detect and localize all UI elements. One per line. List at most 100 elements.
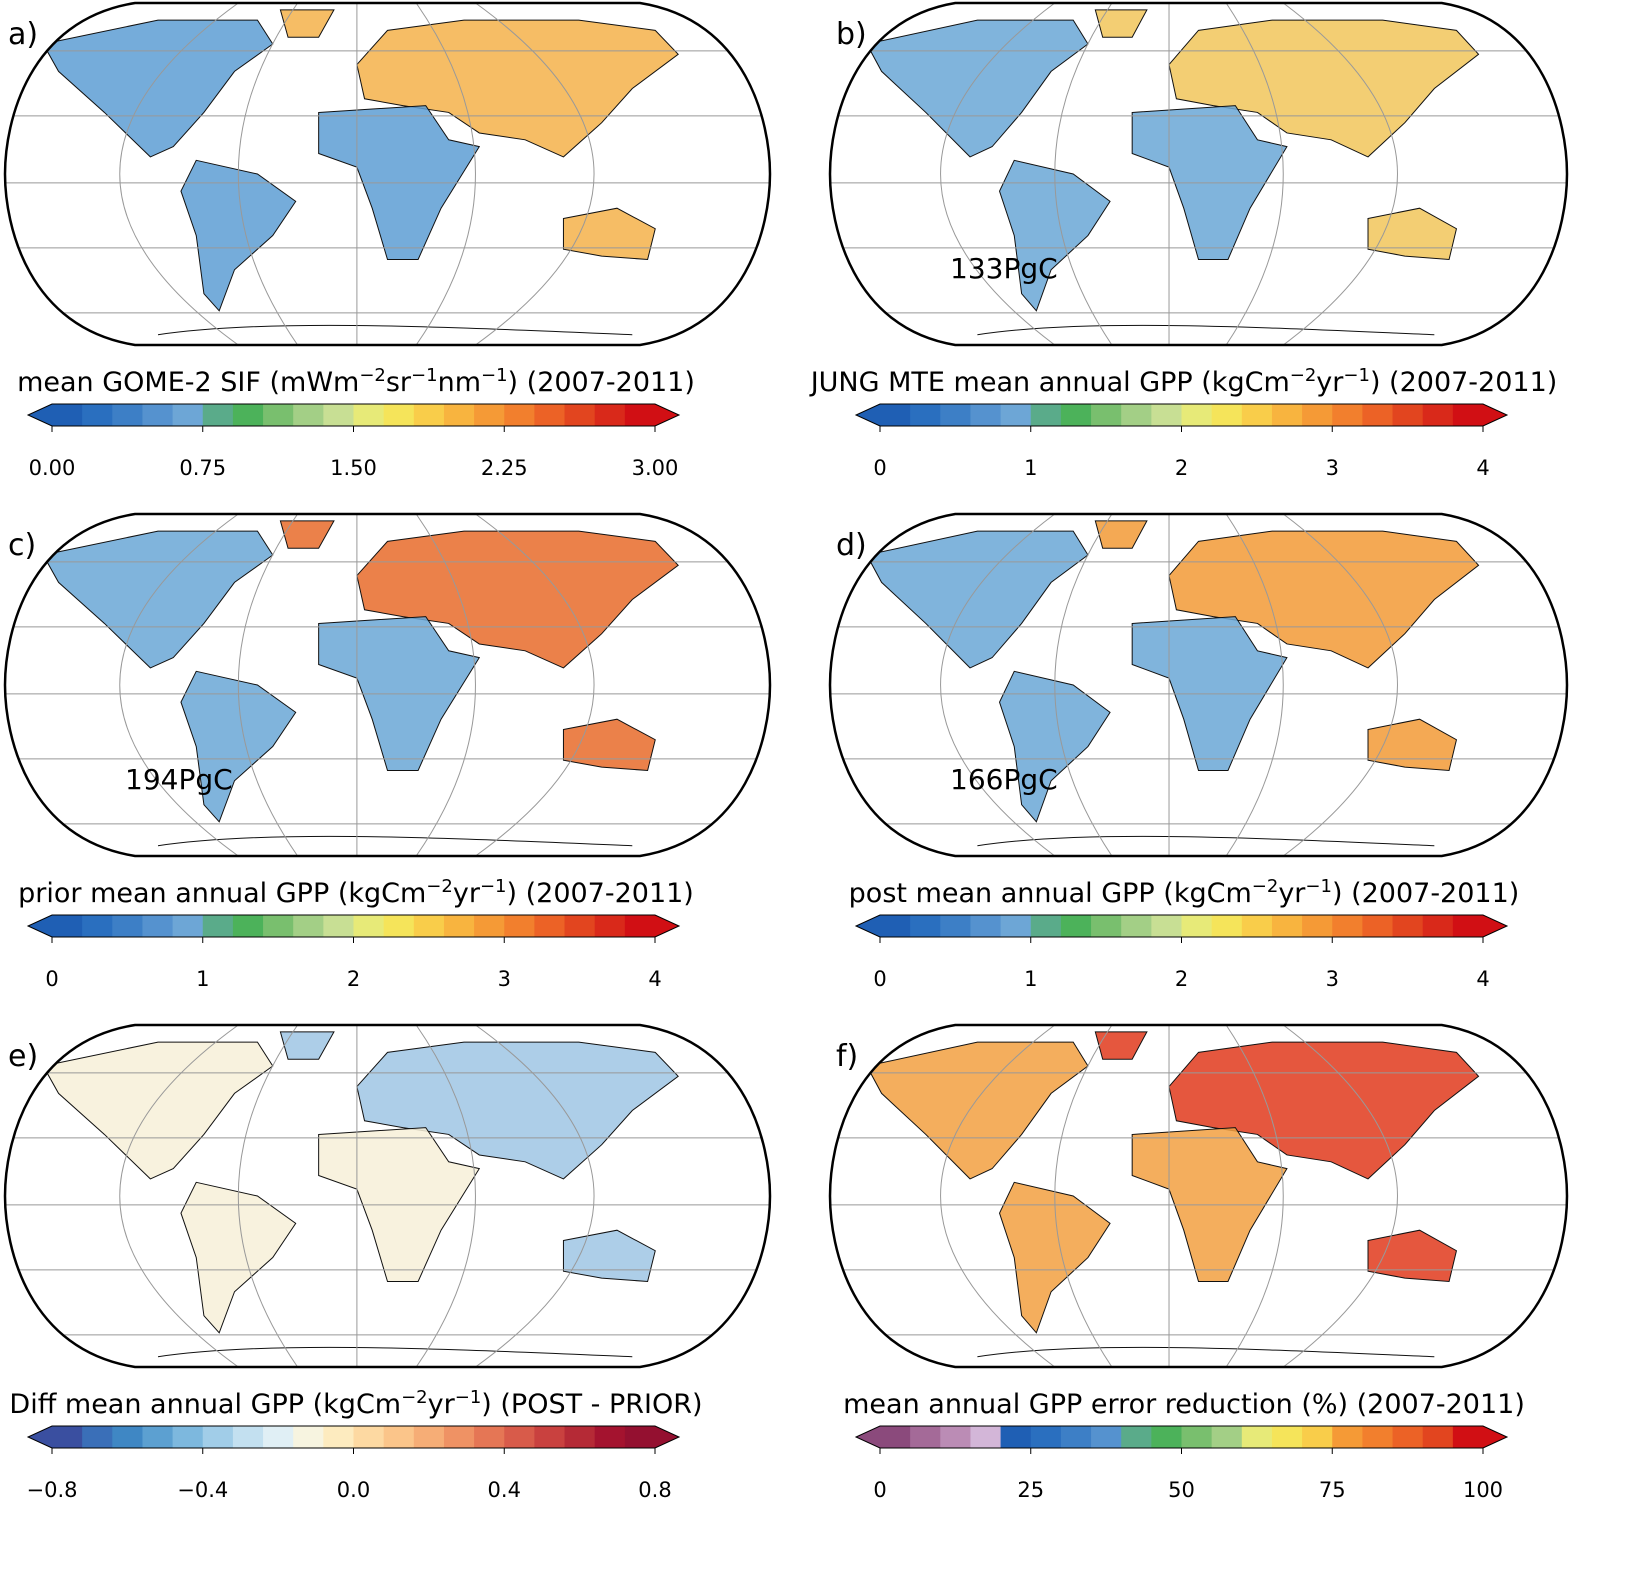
map-outline [3,1023,772,1369]
title-text: prior mean annual GPP (kgCm [18,878,426,909]
meridian [1282,514,1398,856]
colorbar-segment [1000,915,1032,937]
panel: a)mean GOME-2 SIF (mWm−2sr−1nm−1) (2007-… [3,1,772,480]
colorbar-segment [910,915,941,937]
colorbar-segment [940,915,971,937]
panel-label: a) [8,17,38,52]
map-content [5,1025,770,1367]
landmass [1367,718,1458,772]
colorbar-segment [624,404,656,426]
landmass [1094,520,1148,549]
landmass [998,159,1111,312]
colorbar-segment [1091,1426,1122,1448]
title-superscript: −1 [455,1387,482,1408]
colorbar-segment [1151,1426,1182,1448]
colorbar-segment [323,915,354,937]
colorbar-segment [353,1426,385,1448]
colorbar-segment [1362,1426,1394,1448]
colorbar-segment [1362,915,1394,937]
meridian [940,514,1056,856]
colorbar-segment [263,1426,294,1448]
meridian [940,3,1056,345]
panel-title: Diff mean annual GPP (kgCm−2yr−1) (POST … [9,1387,702,1420]
colorbar-tick-label: 0.00 [29,456,76,480]
colorbar-tick-label: 3 [1326,967,1339,991]
map-content [830,1025,1567,1367]
colorbar-extend-min [28,404,52,426]
title-text: sr [386,367,412,398]
panel: d) 166PgC post mean annual GPP (kgCm−2yr−1… [828,512,1569,991]
colorbar-extend-max [655,404,679,426]
panel-title: mean annual GPP error reduction (%) (200… [843,1389,1525,1420]
title-text: yr [428,1389,456,1420]
panel-title: prior mean annual GPP (kgCm−2yr−1) (2007… [18,876,694,909]
title-superscript: −1 [1343,365,1370,386]
meridian [940,1025,1056,1367]
title-text: yr [1278,878,1306,909]
colorbar-tick-label: 4 [648,967,661,991]
colorbar-segment [52,915,83,937]
landmass [562,718,656,772]
total-annotation: 194PgC [125,763,233,796]
title-text: JUNG MTE mean annual GPP (kgCm [809,367,1290,398]
meridian [415,3,476,345]
colorbar-segment [1121,1426,1152,1448]
landmass [180,159,297,312]
colorbar-segment [263,915,294,937]
title-text: ) (2007-2011) [508,367,695,398]
colorbar-segment [1211,404,1243,426]
title-text: post mean annual GPP (kgCm [849,878,1252,909]
colorbar-segment [940,1426,971,1448]
meridian [1225,3,1284,345]
colorbar-segment [1332,915,1363,937]
colorbar-segment [112,1426,143,1448]
colorbar-tick-label: 0.75 [179,456,226,480]
meridian [1282,3,1398,345]
colorbar-segment [1302,404,1333,426]
title-superscript: −2 [1252,876,1279,897]
colorbar-tick-label: 1 [196,967,209,991]
colorbar-segment [293,915,324,937]
colorbar-segment [82,404,113,426]
colorbar-segment [1030,404,1062,426]
colorbar-segment [1452,404,1484,426]
landmass [180,670,297,823]
colorbar-segment [940,404,971,426]
colorbar-tick-label: 2 [347,967,360,991]
colorbar-segment [232,404,264,426]
colorbar-tick-label: 100 [1463,1478,1503,1502]
total-annotation: 133PgC [950,252,1058,285]
title-superscript: −2 [1290,365,1317,386]
colorbar-segment [142,1426,174,1448]
colorbar-segment [202,1426,234,1448]
colorbar-segment [1392,404,1424,426]
colorbar-segment [474,915,505,937]
colorbar-segment [1422,915,1454,937]
colorbar-segment [112,404,143,426]
colorbar-segment [383,1426,415,1448]
colorbar-segment [1121,404,1152,426]
panel-label: c) [8,528,36,563]
panel-label: f) [836,1039,858,1074]
colorbar-segment [1362,404,1394,426]
title-text: yr [1316,367,1344,398]
colorbar-segment [880,915,911,937]
colorbar-tick-label: 2 [1175,967,1188,991]
landmass [1094,1031,1148,1060]
meridian [1282,1025,1398,1367]
colorbar-segment [1452,1426,1484,1448]
colorbar-tick-label: 4 [1476,456,1489,480]
colorbar-segment [353,404,385,426]
colorbar-tick-label: 2.25 [481,456,528,480]
colorbar-segment [880,1426,911,1448]
meridian [1054,1025,1113,1367]
panel: f) mean annual GPP error reduction (%) (2… [828,1023,1569,1502]
meridian [119,3,239,345]
colorbar-segment [1271,404,1303,426]
colorbar-segment [1332,1426,1363,1448]
colorbar-segment [1392,1426,1424,1448]
colorbar-segment [202,404,234,426]
colorbar-tick-label: 50 [1168,1478,1195,1502]
map-content [5,3,770,345]
title-text: yr [453,878,481,909]
